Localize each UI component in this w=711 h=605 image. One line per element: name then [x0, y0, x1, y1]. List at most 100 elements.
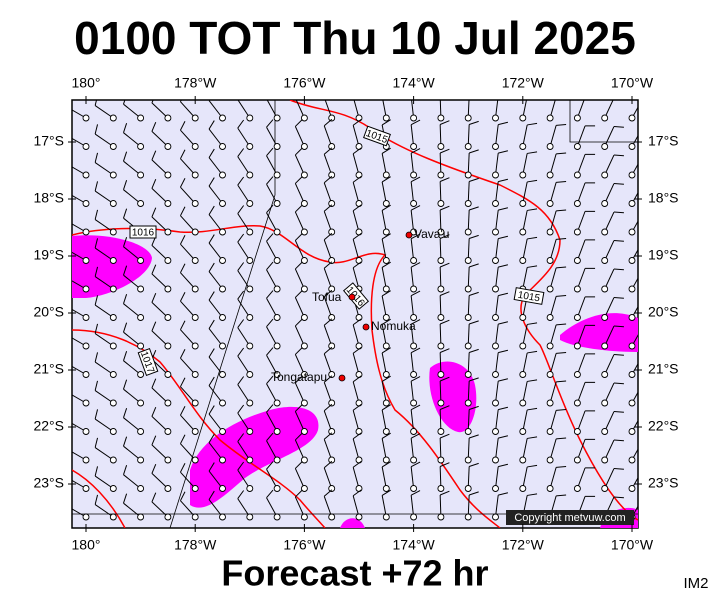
barb-station	[383, 258, 389, 264]
barb-station	[602, 315, 608, 321]
lat-label: 21°S	[648, 361, 679, 377]
barb-station	[110, 315, 116, 321]
barb-station	[247, 258, 253, 264]
barb-station	[602, 400, 608, 406]
lat-label: 17°S	[33, 133, 64, 149]
barb-station	[110, 286, 116, 292]
barb-station	[165, 400, 171, 406]
barb-station	[629, 457, 635, 463]
barb-station	[520, 315, 526, 321]
lon-label: 172°W	[502, 537, 545, 553]
barb-station	[138, 429, 144, 435]
barb-station	[520, 229, 526, 235]
barb-station	[493, 144, 499, 150]
barb-station	[138, 201, 144, 207]
barb-station	[329, 229, 335, 235]
barb-station	[220, 486, 226, 492]
barb-feather	[67, 97, 69, 107]
barb-station	[110, 429, 116, 435]
lon-label: 170°W	[611, 537, 654, 553]
barb-station	[629, 144, 635, 150]
barb-station	[629, 372, 635, 378]
barb-station	[520, 258, 526, 264]
barb-station	[83, 400, 89, 406]
barb-station	[602, 229, 608, 235]
barb-station	[629, 229, 635, 235]
lat-label: 22°S	[648, 418, 679, 434]
barb-station	[192, 514, 198, 520]
barb-station	[138, 372, 144, 378]
barb-station	[574, 229, 580, 235]
barb-station	[274, 400, 280, 406]
barb-station	[520, 172, 526, 178]
barb-feather	[643, 241, 653, 242]
place-dot	[363, 324, 369, 330]
barb-feather	[238, 92, 244, 100]
lon-label: 180°	[72, 537, 101, 553]
barb-station	[438, 400, 444, 406]
barb-station	[547, 286, 553, 292]
barb-station	[493, 486, 499, 492]
barb-feather	[67, 468, 69, 478]
barb-station	[220, 229, 226, 235]
forecast-label: Forecast +72 hr	[221, 553, 488, 594]
lat-label: 23°S	[648, 475, 679, 491]
barb-station	[274, 201, 280, 207]
barb-station	[329, 372, 335, 378]
barb-station	[192, 229, 198, 235]
barb-station	[192, 172, 198, 178]
barb-station	[138, 286, 144, 292]
lon-label: 178°W	[174, 75, 217, 91]
isobar-label: 1016	[132, 228, 155, 239]
barb-station	[247, 229, 253, 235]
barb-station	[438, 201, 444, 207]
barb-station	[274, 343, 280, 349]
barb-station	[301, 514, 307, 520]
barb-station	[220, 457, 226, 463]
barb-station	[520, 115, 526, 121]
barb-station	[465, 429, 471, 435]
barb-station	[192, 201, 198, 207]
barb-station	[274, 486, 280, 492]
lon-label: 180°	[72, 75, 101, 91]
barb-feather	[67, 268, 69, 278]
barb-station	[329, 514, 335, 520]
barb-station	[438, 514, 444, 520]
lon-label: 178°W	[174, 537, 217, 553]
barb-station	[83, 429, 89, 435]
barb-feather	[67, 183, 69, 193]
barb-station	[220, 315, 226, 321]
barb-station	[274, 144, 280, 150]
barb-station	[438, 172, 444, 178]
barb-station	[629, 201, 635, 207]
barb-station	[438, 486, 444, 492]
barb-station	[383, 429, 389, 435]
barb-station	[411, 115, 417, 121]
barb-station	[411, 258, 417, 264]
barb-station	[165, 144, 171, 150]
barb-station	[220, 172, 226, 178]
barb-station	[165, 115, 171, 121]
barb-feather	[643, 412, 653, 413]
barb-feather	[643, 213, 653, 214]
barb-feather	[643, 441, 653, 442]
lat-label: 18°S	[33, 190, 64, 206]
barb-feather	[67, 354, 69, 364]
barb-station	[220, 372, 226, 378]
barb-station	[329, 315, 335, 321]
barb-feather	[382, 91, 391, 96]
barb-station	[192, 286, 198, 292]
lon-label: 176°W	[283, 537, 326, 553]
barb-station	[574, 315, 580, 321]
barb-station	[329, 486, 335, 492]
barb-station	[602, 115, 608, 121]
barb-station	[110, 400, 116, 406]
barb-station	[247, 201, 253, 207]
barb-feather	[67, 496, 69, 506]
barb-station	[493, 372, 499, 378]
barb-station	[493, 115, 499, 121]
lat-label: 20°S	[648, 304, 679, 320]
barb-station	[602, 201, 608, 207]
barb-station	[465, 457, 471, 463]
barb-station	[274, 286, 280, 292]
